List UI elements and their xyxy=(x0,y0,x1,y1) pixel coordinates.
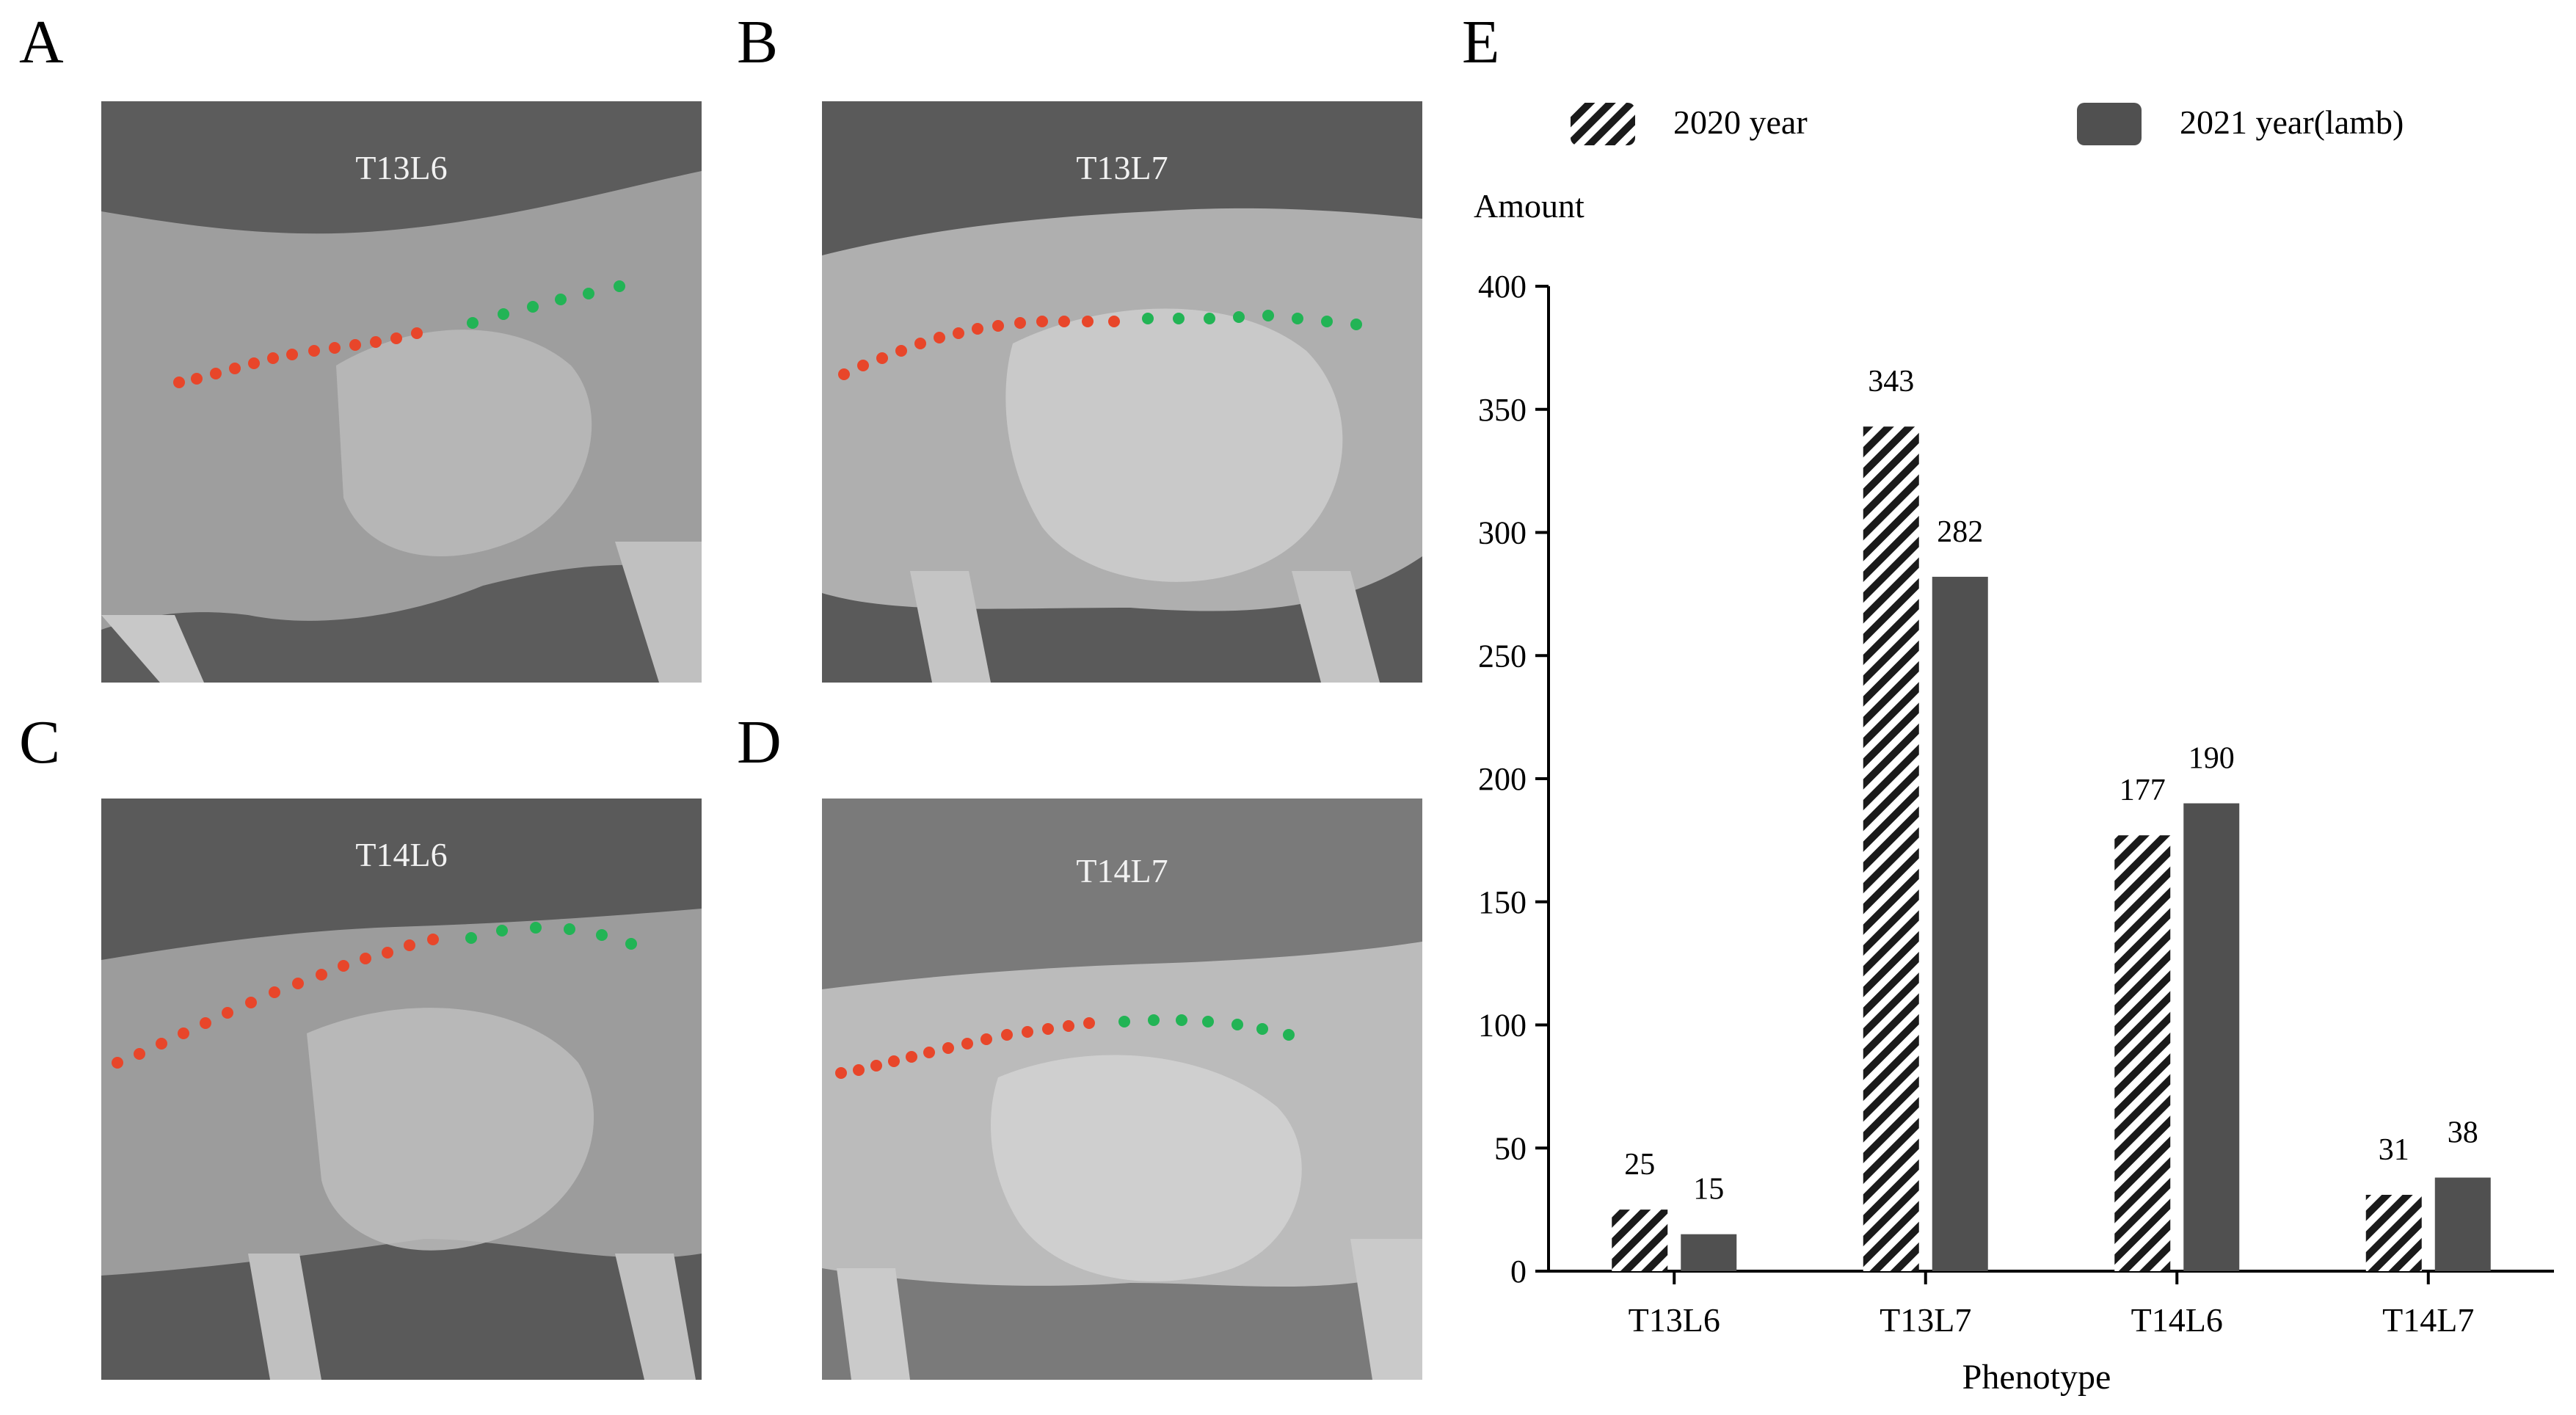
bar-t14l6-series-2 xyxy=(2183,803,2240,1271)
x-tick-label: T14L6 xyxy=(2131,1301,2223,1339)
xray-d-drawing xyxy=(822,799,1422,1380)
bar-t14l7-series-2 xyxy=(2434,1177,2491,1271)
xray-a-drawing xyxy=(101,101,702,683)
panel-letter-c: C xyxy=(19,708,61,776)
x-tick-label: T14L7 xyxy=(2382,1301,2474,1339)
xray-label-a: T13L6 xyxy=(355,149,448,186)
panel-letter-d: D xyxy=(737,708,782,776)
y-tick-label: 200 xyxy=(1478,761,1527,797)
xray-b-drawing xyxy=(822,101,1422,683)
y-tick-label: 350 xyxy=(1478,392,1527,428)
data-label: 25 xyxy=(1624,1148,1655,1182)
bar-chart: 2020 year 2021 year(lamb) Amount 0 50 100 150… xyxy=(1474,103,2554,1397)
bar-t13l6-series-2 xyxy=(1681,1234,1737,1271)
xray-image-t14l6: T14L6 xyxy=(101,799,702,1380)
legend-swatch-2 xyxy=(2077,103,2142,145)
legend-label-1: 2020 year xyxy=(1673,103,1808,141)
data-label: 282 xyxy=(1937,515,1983,549)
bar-t14l7-series-1 xyxy=(2365,1194,2422,1271)
y-axis-title: Amount xyxy=(1474,187,1584,225)
panel-letter-b: B xyxy=(737,8,779,76)
panel-letter-a: A xyxy=(19,8,64,76)
bar-t14l6-series-1 xyxy=(2114,835,2171,1271)
bar-t13l7-series-1 xyxy=(1863,426,1919,1271)
xray-image-t13l7: T13L7 xyxy=(822,101,1422,683)
x-axis-title: Phenotype xyxy=(1962,1358,2111,1397)
data-label: 190 xyxy=(2188,742,2235,776)
data-label: 31 xyxy=(2379,1133,2409,1167)
y-tick-label: 400 xyxy=(1478,269,1527,305)
vertebra-dots-d xyxy=(835,1014,1295,1079)
data-label: 38 xyxy=(2448,1116,2478,1150)
data-label: 15 xyxy=(1693,1173,1724,1207)
chart-bars: 25 15 343 282 177 190 31 38 xyxy=(1612,365,2491,1271)
vertebra-dots-b xyxy=(838,310,1362,380)
y-tick-label: 50 xyxy=(1494,1130,1527,1166)
vertebra-dots-a xyxy=(173,280,625,388)
x-tick-label: T13L6 xyxy=(1629,1301,1720,1339)
vertebra-dots-c xyxy=(112,922,637,1069)
y-tick-label: 100 xyxy=(1478,1008,1527,1044)
xray-label-d: T14L7 xyxy=(1076,852,1168,890)
bar-t13l6-series-1 xyxy=(1612,1210,1668,1271)
xray-label-b: T13L7 xyxy=(1076,149,1168,186)
x-tick-label: T13L7 xyxy=(1880,1301,1971,1339)
chart-legend: 2020 year 2021 year(lamb) xyxy=(1571,103,2404,145)
data-label: 343 xyxy=(1868,365,1914,399)
data-label: 177 xyxy=(2120,774,2166,807)
xray-image-t14l7: T14L7 xyxy=(822,799,1422,1380)
legend-swatch-1 xyxy=(1571,103,1635,145)
y-tick-label: 150 xyxy=(1478,884,1527,920)
legend-label-2: 2021 year(lamb) xyxy=(2180,103,2404,141)
xray-c-drawing xyxy=(101,799,702,1380)
y-tick-label: 300 xyxy=(1478,515,1527,551)
xray-label-c: T14L6 xyxy=(355,836,448,873)
y-tick-label: 0 xyxy=(1510,1254,1527,1289)
panel-letter-e: E xyxy=(1462,8,1500,76)
xray-image-t13l6: T13L6 xyxy=(101,101,702,683)
bar-t13l7-series-2 xyxy=(1932,576,1988,1271)
chart-axes: Amount 0 50 100 150 200 250 300 350 400 T13L6 T13L7… xyxy=(1474,187,2554,1397)
y-tick-label: 250 xyxy=(1478,638,1527,674)
